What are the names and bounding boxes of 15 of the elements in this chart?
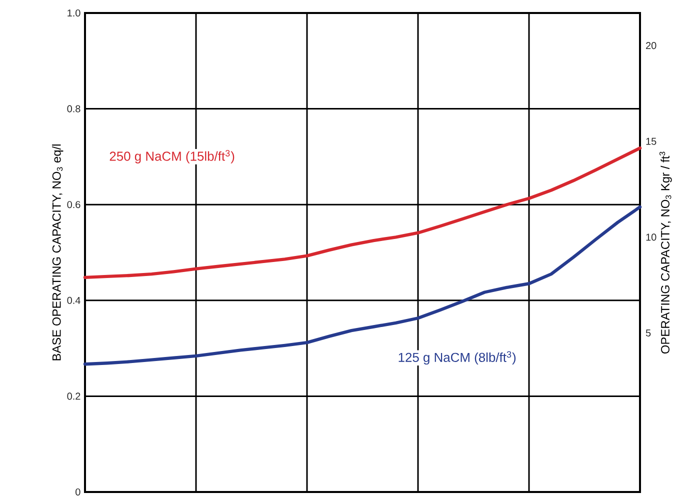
- line-series: [83, 205, 642, 366]
- y-axis-title: BASE OPERATING CAPACITY, NO$_{3}$ eq/l: [52, 144, 64, 360]
- y2-axis-title: OPERATING CAPACITY, NO$_{3}$ Kgr / ft$^{3}$: [659, 152, 672, 354]
- y-tick-label: 0.4: [67, 296, 80, 304]
- y-tick-label: 0.2: [67, 392, 80, 400]
- y-tick-label: 0.6: [67, 201, 80, 208]
- text: 250 g NaCM (15lb/ft$^{3}$): [110, 150, 234, 164]
- y2-tick-label: 10: [646, 234, 656, 241]
- y-tick-label: 1.0: [68, 9, 80, 17]
- y2-tick-label: 20: [646, 42, 656, 50]
- y-tick-label: 0: [76, 488, 80, 496]
- text: 125 g NaCM (8lb/ft$^{3}$): [398, 351, 516, 365]
- y2-tick-label: 15: [646, 138, 656, 145]
- y2-tick-label: 5: [646, 329, 651, 336]
- y-tick-label: 0.8: [67, 105, 80, 112]
